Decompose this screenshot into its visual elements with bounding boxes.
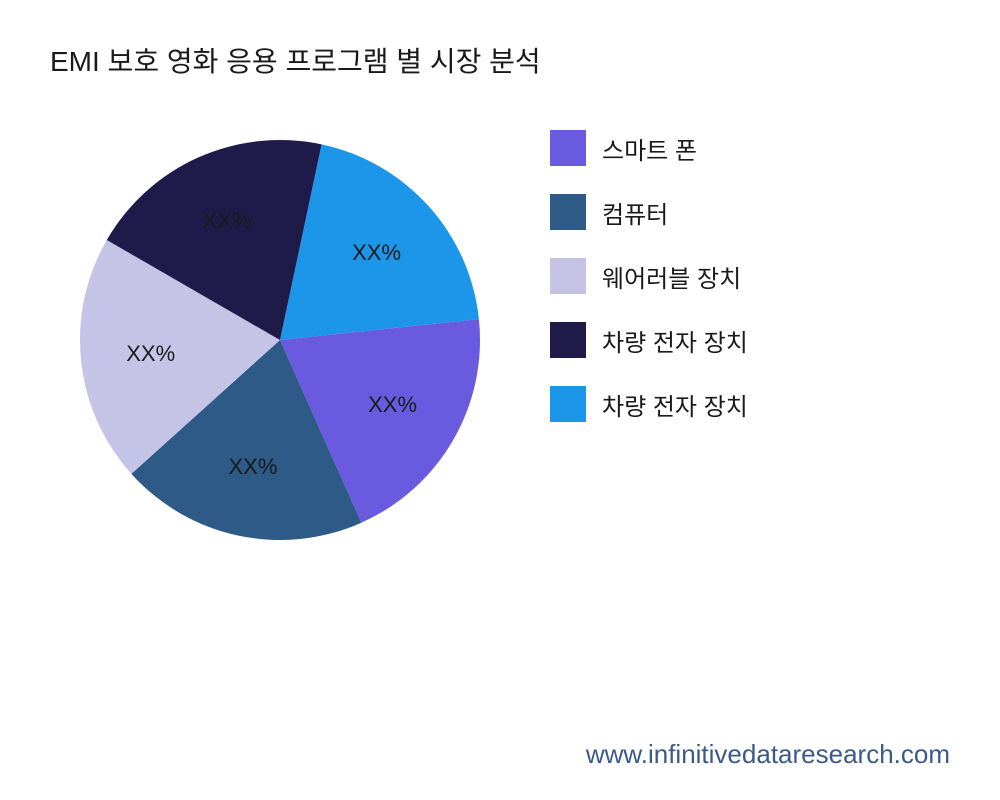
- slice-label: XX%: [229, 454, 278, 480]
- legend-label: 컴퓨터: [602, 195, 668, 230]
- chart-title: EMI 보호 영화 응용 프로그램 별 시장 분석: [50, 40, 950, 80]
- legend-swatch: [550, 322, 586, 358]
- watermark: www.infinitivedataresearch.com: [586, 739, 950, 770]
- legend-label: 차량 전자 장치: [602, 387, 748, 422]
- legend-item: 스마트 폰: [550, 130, 748, 166]
- legend-item: 차량 전자 장치: [550, 322, 748, 358]
- legend-label: 차량 전자 장치: [602, 323, 748, 358]
- legend-swatch: [550, 194, 586, 230]
- slice-label: XX%: [126, 341, 175, 367]
- chart-container: XX%XX%XX%XX%XX% 스마트 폰컴퓨터웨어러블 장치차량 전자 장치차…: [50, 110, 950, 570]
- pie-svg: [50, 110, 510, 570]
- legend-label: 스마트 폰: [602, 131, 697, 166]
- legend-item: 웨어러블 장치: [550, 258, 748, 294]
- legend-swatch: [550, 130, 586, 166]
- legend-label: 웨어러블 장치: [602, 259, 741, 294]
- slice-label: XX%: [368, 392, 417, 418]
- slice-label: XX%: [352, 240, 401, 266]
- legend-item: 컴퓨터: [550, 194, 748, 230]
- legend-swatch: [550, 386, 586, 422]
- legend-swatch: [550, 258, 586, 294]
- slice-label: XX%: [203, 208, 252, 234]
- legend-item: 차량 전자 장치: [550, 386, 748, 422]
- legend: 스마트 폰컴퓨터웨어러블 장치차량 전자 장치차량 전자 장치: [550, 110, 748, 422]
- pie-chart: XX% XX% XX% XX% XX%: [50, 110, 510, 570]
